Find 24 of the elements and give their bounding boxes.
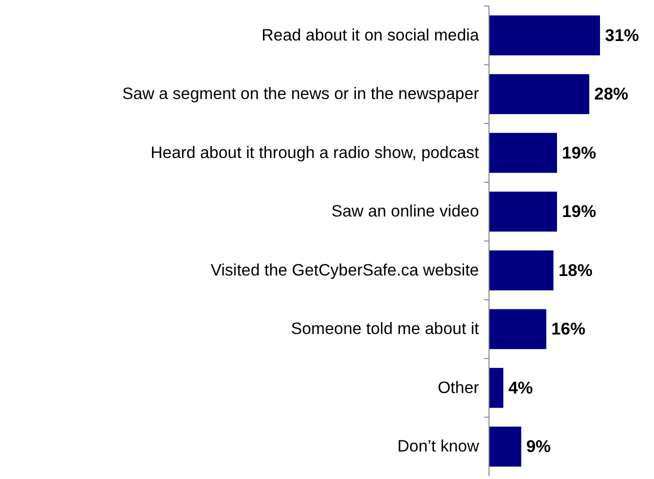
y-tick-label: Saw a segment on the news or in the newspaper: [122, 85, 480, 104]
data-label: 9%: [526, 437, 551, 456]
bar: [489, 426, 522, 467]
data-label: 18%: [558, 260, 592, 280]
data-label: 16%: [551, 320, 586, 339]
data-label: 19%: [562, 202, 596, 222]
bar: [489, 309, 546, 350]
y-tick-label: Someone told me about it: [290, 320, 480, 338]
y-tick-label: Visited the GetCyberSafe.ca website: [210, 261, 479, 280]
bar: [489, 250, 554, 290]
bar: [489, 74, 590, 114]
y-tick-label: Read about it on social media: [262, 26, 480, 44]
y-tick-label: Don’t know: [397, 438, 480, 456]
data-label: 31%: [605, 26, 640, 45]
bar: [489, 132, 558, 173]
data-label: 28%: [594, 84, 628, 104]
y-tick-label: Other: [438, 378, 480, 397]
bar: [489, 368, 504, 408]
bar: [489, 15, 600, 56]
y-tick-label: Heard about it through a radio show, podcast: [150, 144, 480, 162]
bar: [489, 192, 558, 232]
data-label: 4%: [508, 378, 533, 398]
data-label: 19%: [562, 143, 596, 162]
y-tick-label: Saw an online video: [331, 202, 479, 221]
